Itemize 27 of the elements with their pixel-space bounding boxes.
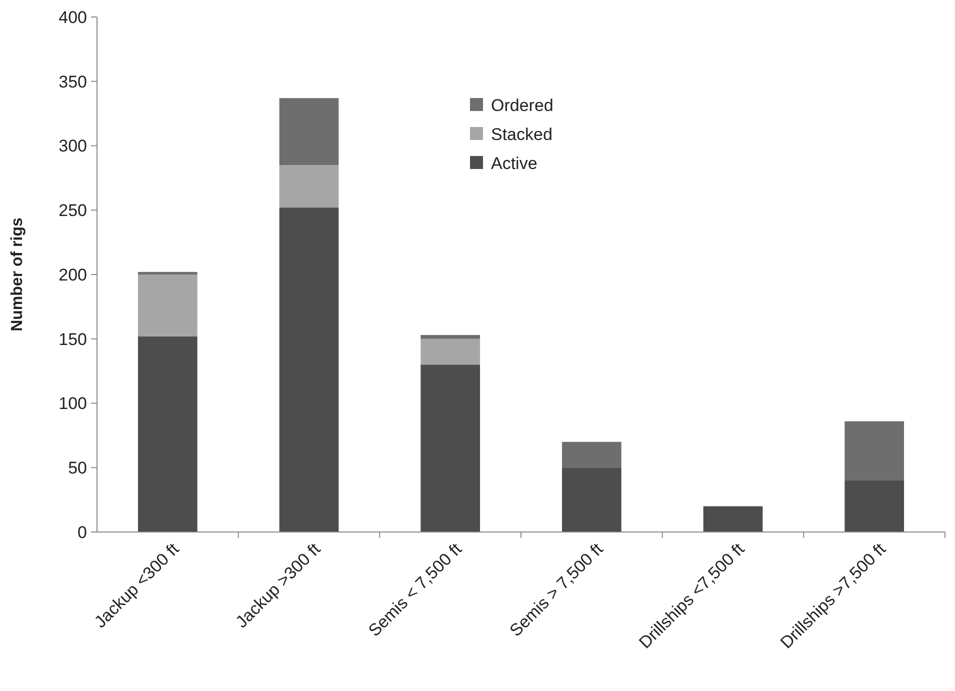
bar (279, 165, 339, 208)
bar (279, 208, 339, 532)
y-tick-label: 350 (58, 72, 87, 92)
y-tick-label: 400 (58, 8, 87, 27)
y-tick-label: 100 (58, 394, 87, 414)
bar (138, 272, 198, 274)
bar (562, 442, 622, 468)
bar (279, 98, 339, 166)
bar (420, 338, 480, 365)
bar (562, 468, 622, 532)
bar (420, 335, 480, 339)
y-tick-label: 250 (58, 201, 87, 220)
bar (138, 274, 198, 336)
legend-label: Active (491, 154, 538, 173)
y-tick-label: 0 (78, 522, 87, 542)
y-tick-label: 150 (58, 330, 87, 349)
y-axis-title: Number of rigs (9, 218, 26, 332)
legend-label: Stacked (491, 124, 552, 144)
bar (703, 506, 763, 532)
y-tick-label: 200 (58, 265, 87, 284)
y-tick-label: 50 (68, 458, 87, 478)
bar (138, 336, 198, 532)
bar (844, 480, 904, 532)
y-tick-label: 300 (58, 136, 87, 156)
legend-label: Ordered (491, 96, 554, 115)
bar (420, 364, 480, 532)
bar (844, 421, 904, 480)
